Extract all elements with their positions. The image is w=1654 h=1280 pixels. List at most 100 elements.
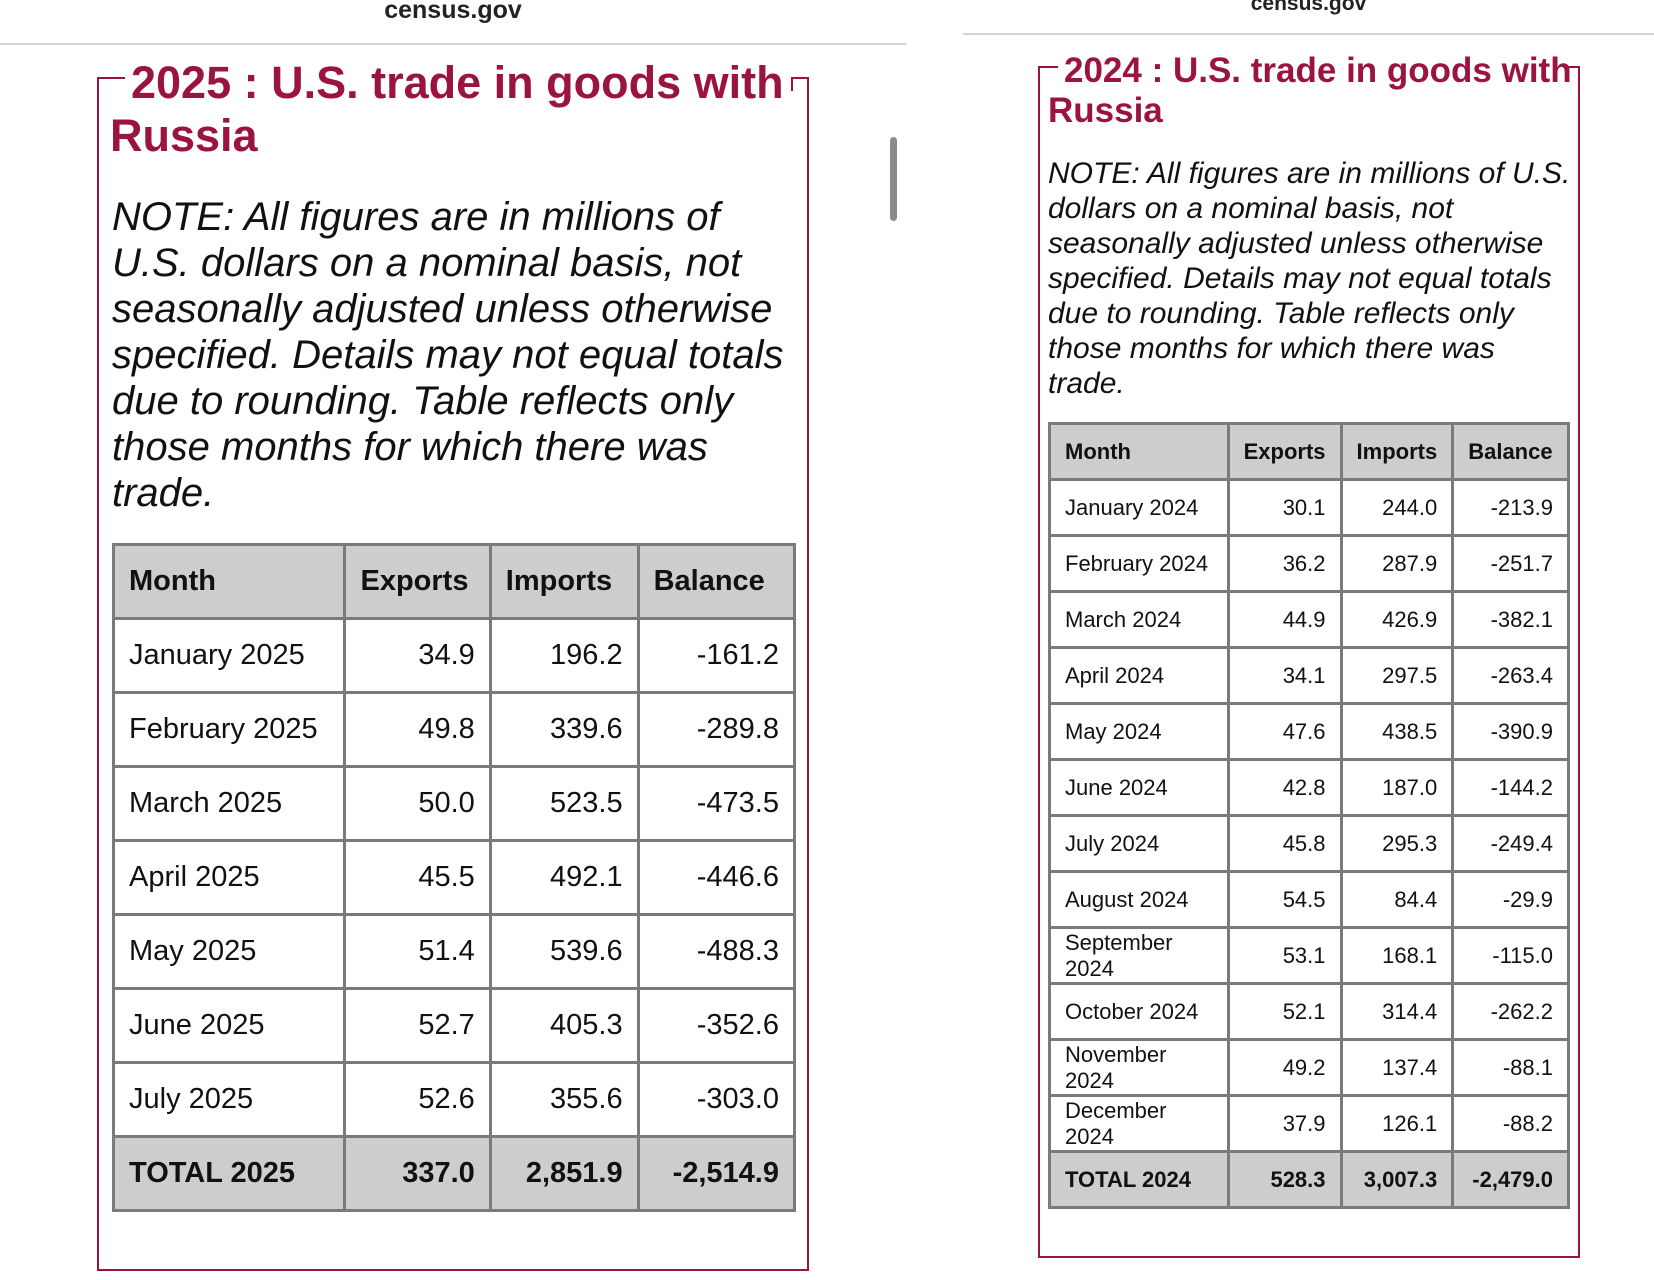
table-cell: -303.0 — [636, 1061, 797, 1138]
address-bar-divider — [963, 33, 1654, 35]
table-row: April 2025 45.5 492.1 -446.6 — [111, 839, 797, 916]
table-cell: 44.9 — [1226, 590, 1343, 649]
table-cell: 297.5 — [1339, 646, 1455, 705]
table-cell: -144.2 — [1451, 758, 1570, 817]
column-header[interactable]: Month — [111, 543, 347, 620]
table-cell: -382.1 — [1451, 590, 1570, 649]
address-bar-divider — [0, 43, 906, 45]
table-cell: -488.3 — [636, 913, 797, 990]
table-cell: January 2025 — [111, 617, 347, 694]
table-cell: 49.2 — [1226, 1038, 1343, 1097]
table-row: January 2024 30.1 244.0 -213.9 — [1048, 478, 1570, 537]
table-cell: -251.7 — [1451, 534, 1570, 593]
trade-panel-2024 — [1038, 66, 1580, 1258]
table-row: November 2024 49.2 137.4 -88.1 — [1048, 1038, 1570, 1097]
note-text: NOTE: All figures are in millions of U.S… — [1048, 157, 1571, 400]
column-header[interactable]: Balance — [1451, 422, 1570, 481]
table-cell: 339.6 — [488, 691, 640, 768]
table-cell: 287.9 — [1339, 534, 1455, 593]
table-row: March 2024 44.9 426.9 -382.1 — [1048, 590, 1570, 649]
table-cell: 244.0 — [1339, 478, 1455, 537]
total-cell: TOTAL 2024 — [1048, 1150, 1230, 1209]
table-cell: November 2024 — [1048, 1038, 1230, 1097]
table-cell: March 2025 — [111, 765, 347, 842]
table-cell: October 2024 — [1048, 982, 1230, 1041]
table-cell: -473.5 — [636, 765, 797, 842]
column-header[interactable]: Month — [1048, 422, 1230, 481]
table-cell: July 2025 — [111, 1061, 347, 1138]
total-row: TOTAL 2025 337.0 2,851.9 -2,514.9 — [111, 1135, 797, 1212]
table-cell: 52.6 — [343, 1061, 492, 1138]
table-cell: June 2024 — [1048, 758, 1230, 817]
table-cell: 438.5 — [1339, 702, 1455, 761]
total-cell: 528.3 — [1226, 1150, 1343, 1209]
trade-table-2025: Month Exports Imports Balance January 2025 34… — [111, 543, 797, 1212]
table-cell: 314.4 — [1339, 982, 1455, 1041]
table-cell: 53.1 — [1226, 926, 1343, 985]
table-cell: -289.8 — [636, 691, 797, 768]
table-cell: -29.9 — [1451, 870, 1570, 929]
table-cell: 45.5 — [343, 839, 492, 916]
total-row: TOTAL 2024 528.3 3,007.3 -2,479.0 — [1048, 1150, 1570, 1209]
total-cell: 337.0 — [343, 1135, 492, 1212]
table-cell: -115.0 — [1451, 926, 1570, 985]
table-row: January 2025 34.9 196.2 -161.2 — [111, 617, 797, 694]
table-cell: -88.2 — [1451, 1094, 1570, 1153]
table-cell: 405.3 — [488, 987, 640, 1064]
table-cell: 37.9 — [1226, 1094, 1343, 1153]
table-row: September 2024 53.1 168.1 -115.0 — [1048, 926, 1570, 985]
table-cell: 54.5 — [1226, 870, 1343, 929]
column-header[interactable]: Imports — [1339, 422, 1455, 481]
table-cell: 295.3 — [1339, 814, 1455, 873]
trade-panel-2025 — [97, 77, 809, 1271]
table-row: October 2024 52.1 314.4 -262.2 — [1048, 982, 1570, 1041]
table-row: May 2025 51.4 539.6 -488.3 — [111, 913, 797, 990]
column-header[interactable]: Exports — [343, 543, 492, 620]
table-cell: 47.6 — [1226, 702, 1343, 761]
table-cell: 137.4 — [1339, 1038, 1455, 1097]
total-cell: 2,851.9 — [488, 1135, 640, 1212]
scrollbar[interactable] — [890, 137, 897, 221]
table-cell: 45.8 — [1226, 814, 1343, 873]
table-cell: March 2024 — [1048, 590, 1230, 649]
page-title: 2024 : U.S. trade in goods with Russia — [1048, 51, 1572, 130]
table-cell: -262.2 — [1451, 982, 1570, 1041]
trade-table-2024: Month Exports Imports Balance January 2024 30… — [1048, 422, 1570, 1209]
column-header[interactable]: Imports — [488, 543, 640, 620]
table-cell: 355.6 — [488, 1061, 640, 1138]
table-cell: December 2024 — [1048, 1094, 1230, 1153]
site-domain: census.gov — [384, 0, 522, 24]
table-header-row: Month Exports Imports Balance — [1048, 422, 1570, 481]
table-cell: 523.5 — [488, 765, 640, 842]
total-cell: -2,479.0 — [1451, 1150, 1570, 1209]
table-cell: 539.6 — [488, 913, 640, 990]
table-cell: 36.2 — [1226, 534, 1343, 593]
table-cell: 187.0 — [1339, 758, 1455, 817]
table-cell: 42.8 — [1226, 758, 1343, 817]
table-cell: 49.8 — [343, 691, 492, 768]
table-row: April 2024 34.1 297.5 -263.4 — [1048, 646, 1570, 705]
column-header[interactable]: Exports — [1226, 422, 1343, 481]
table-cell: June 2025 — [111, 987, 347, 1064]
table-cell: -446.6 — [636, 839, 797, 916]
table-cell: 492.1 — [488, 839, 640, 916]
table-cell: 84.4 — [1339, 870, 1455, 929]
table-cell: -352.6 — [636, 987, 797, 1064]
table-row: August 2024 54.5 84.4 -29.9 — [1048, 870, 1570, 929]
table-row: June 2025 52.7 405.3 -352.6 — [111, 987, 797, 1064]
table-row: December 2024 37.9 126.1 -88.2 — [1048, 1094, 1570, 1153]
table-cell: 51.4 — [343, 913, 492, 990]
table-cell: August 2024 — [1048, 870, 1230, 929]
table-cell: 196.2 — [488, 617, 640, 694]
table-row: July 2024 45.8 295.3 -249.4 — [1048, 814, 1570, 873]
table-cell: 30.1 — [1226, 478, 1343, 537]
table-row: May 2024 47.6 438.5 -390.9 — [1048, 702, 1570, 761]
column-header[interactable]: Balance — [636, 543, 797, 620]
table-cell: -390.9 — [1451, 702, 1570, 761]
table-row: June 2024 42.8 187.0 -144.2 — [1048, 758, 1570, 817]
table-cell: 34.9 — [343, 617, 492, 694]
table-cell: May 2024 — [1048, 702, 1230, 761]
total-cell: TOTAL 2025 — [111, 1135, 347, 1212]
table-cell: 52.7 — [343, 987, 492, 1064]
table-cell: February 2025 — [111, 691, 347, 768]
